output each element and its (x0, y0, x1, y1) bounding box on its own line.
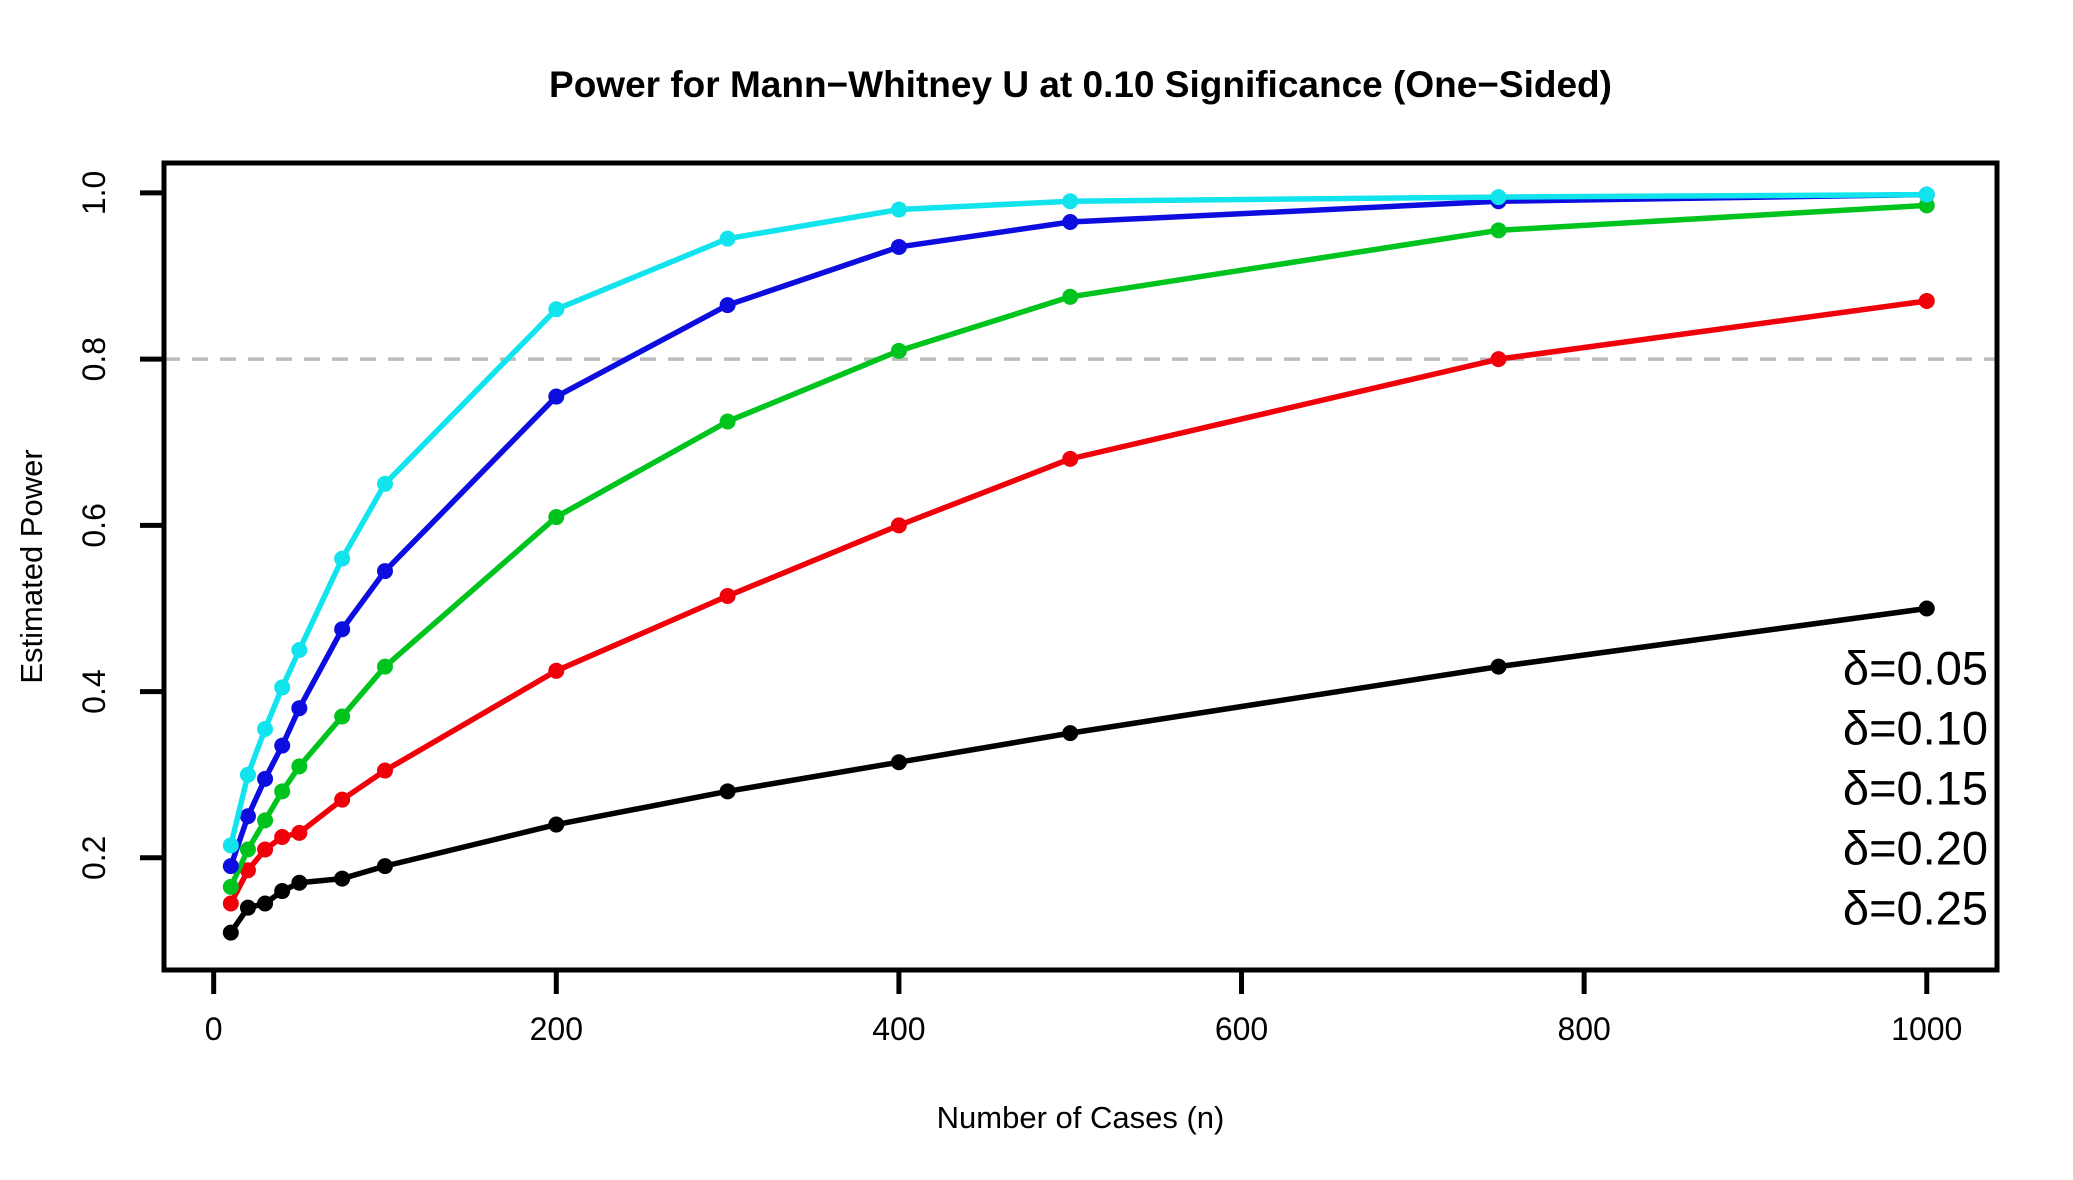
data-point-δ=0.20-n10 (222, 858, 239, 875)
data-point-δ=0.05-n200 (548, 816, 565, 833)
data-point-δ=0.15-n40 (274, 783, 291, 800)
data-point-δ=0.10-n750 (1490, 351, 1507, 368)
data-point-δ=0.20-n20 (239, 808, 256, 825)
chart-title: Power for Mann−Whitney U at 0.10 Signifi… (549, 64, 1612, 105)
data-point-δ=0.20-n50 (291, 700, 308, 717)
data-point-δ=0.10-n400 (890, 517, 907, 534)
data-point-δ=0.05-n400 (890, 754, 907, 771)
data-point-δ=0.25-n750 (1490, 189, 1507, 206)
data-point-δ=0.10-n30 (257, 841, 274, 858)
data-point-δ=0.15-n750 (1490, 222, 1507, 239)
data-point-δ=0.10-n50 (291, 824, 308, 841)
y-tick-label: 0.2 (76, 836, 112, 880)
data-point-δ=0.10-n75 (334, 791, 351, 808)
data-point-δ=0.15-n10 (222, 878, 239, 895)
data-point-δ=0.25-n1000 (1918, 186, 1935, 203)
data-point-δ=0.20-n30 (257, 770, 274, 787)
data-point-δ=0.05-n20 (239, 899, 256, 916)
legend-entry-δ=0.20: δ=0.20 (1843, 821, 1988, 874)
data-point-δ=0.15-n30 (257, 812, 274, 829)
y-tick-label: 0.4 (76, 669, 112, 713)
data-point-δ=0.25-n40 (274, 679, 291, 696)
data-point-δ=0.20-n200 (548, 388, 565, 405)
data-point-δ=0.05-n750 (1490, 658, 1507, 675)
data-point-δ=0.05-n40 (274, 883, 291, 900)
data-point-δ=0.05-n75 (334, 870, 351, 887)
x-tick-label: 400 (872, 1011, 925, 1047)
data-point-δ=0.15-n50 (291, 758, 308, 775)
data-point-δ=0.05-n1000 (1918, 600, 1935, 617)
y-tick-label: 0.6 (76, 503, 112, 547)
data-point-δ=0.15-n200 (548, 509, 565, 526)
data-point-δ=0.25-n300 (719, 230, 736, 247)
x-tick-label: 0 (205, 1011, 223, 1047)
data-point-δ=0.15-n75 (334, 708, 351, 725)
data-point-δ=0.15-n100 (376, 658, 393, 675)
x-axis-label: Number of Cases (n) (937, 1100, 1225, 1135)
data-point-δ=0.05-n300 (719, 783, 736, 800)
data-point-δ=0.25-n50 (291, 642, 308, 659)
legend-entry-δ=0.15: δ=0.15 (1843, 761, 1988, 814)
x-tick-label: 1000 (1891, 1011, 1962, 1047)
y-tick-label: 1.0 (76, 171, 112, 215)
data-point-δ=0.15-n20 (239, 841, 256, 858)
data-point-δ=0.10-n1000 (1918, 292, 1935, 309)
data-point-δ=0.25-n30 (257, 720, 274, 737)
data-point-δ=0.25-n500 (1062, 193, 1079, 210)
data-point-δ=0.10-n500 (1062, 450, 1079, 467)
data-point-δ=0.25-n75 (334, 550, 351, 567)
data-point-δ=0.10-n200 (548, 662, 565, 679)
data-point-δ=0.20-n100 (376, 563, 393, 580)
data-point-δ=0.15-n400 (890, 342, 907, 359)
data-point-δ=0.25-n100 (376, 475, 393, 492)
data-point-δ=0.10-n20 (239, 862, 256, 879)
data-point-δ=0.05-n50 (291, 874, 308, 891)
y-axis-label: Estimated Power (14, 449, 49, 683)
data-point-δ=0.20-n75 (334, 621, 351, 638)
legend-entry-δ=0.10: δ=0.10 (1843, 701, 1988, 754)
data-point-δ=0.20-n40 (274, 737, 291, 754)
data-point-δ=0.05-n500 (1062, 725, 1079, 742)
data-point-δ=0.10-n10 (222, 895, 239, 912)
data-point-δ=0.20-n400 (890, 238, 907, 255)
data-point-δ=0.10-n100 (376, 762, 393, 779)
x-tick-label: 200 (530, 1011, 583, 1047)
data-point-δ=0.10-n40 (274, 829, 291, 846)
data-point-δ=0.20-n300 (719, 297, 736, 314)
data-point-δ=0.25-n200 (548, 301, 565, 318)
data-point-δ=0.25-n400 (890, 201, 907, 218)
data-point-δ=0.15-n500 (1062, 288, 1079, 305)
data-point-δ=0.25-n10 (222, 837, 239, 854)
data-point-δ=0.20-n500 (1062, 214, 1079, 231)
data-point-δ=0.05-n30 (257, 895, 274, 912)
legend-entry-δ=0.25: δ=0.25 (1843, 881, 1988, 934)
y-tick-label: 0.8 (76, 337, 112, 381)
x-tick-label: 600 (1215, 1011, 1268, 1047)
plot-box (161, 160, 2000, 973)
data-point-δ=0.05-n10 (222, 924, 239, 941)
data-point-δ=0.25-n20 (239, 766, 256, 783)
x-tick-label: 800 (1557, 1011, 1610, 1047)
data-point-δ=0.15-n300 (719, 413, 736, 430)
data-point-δ=0.05-n100 (376, 858, 393, 875)
data-point-δ=0.10-n300 (719, 588, 736, 605)
legend-entry-δ=0.05: δ=0.05 (1843, 641, 1988, 694)
